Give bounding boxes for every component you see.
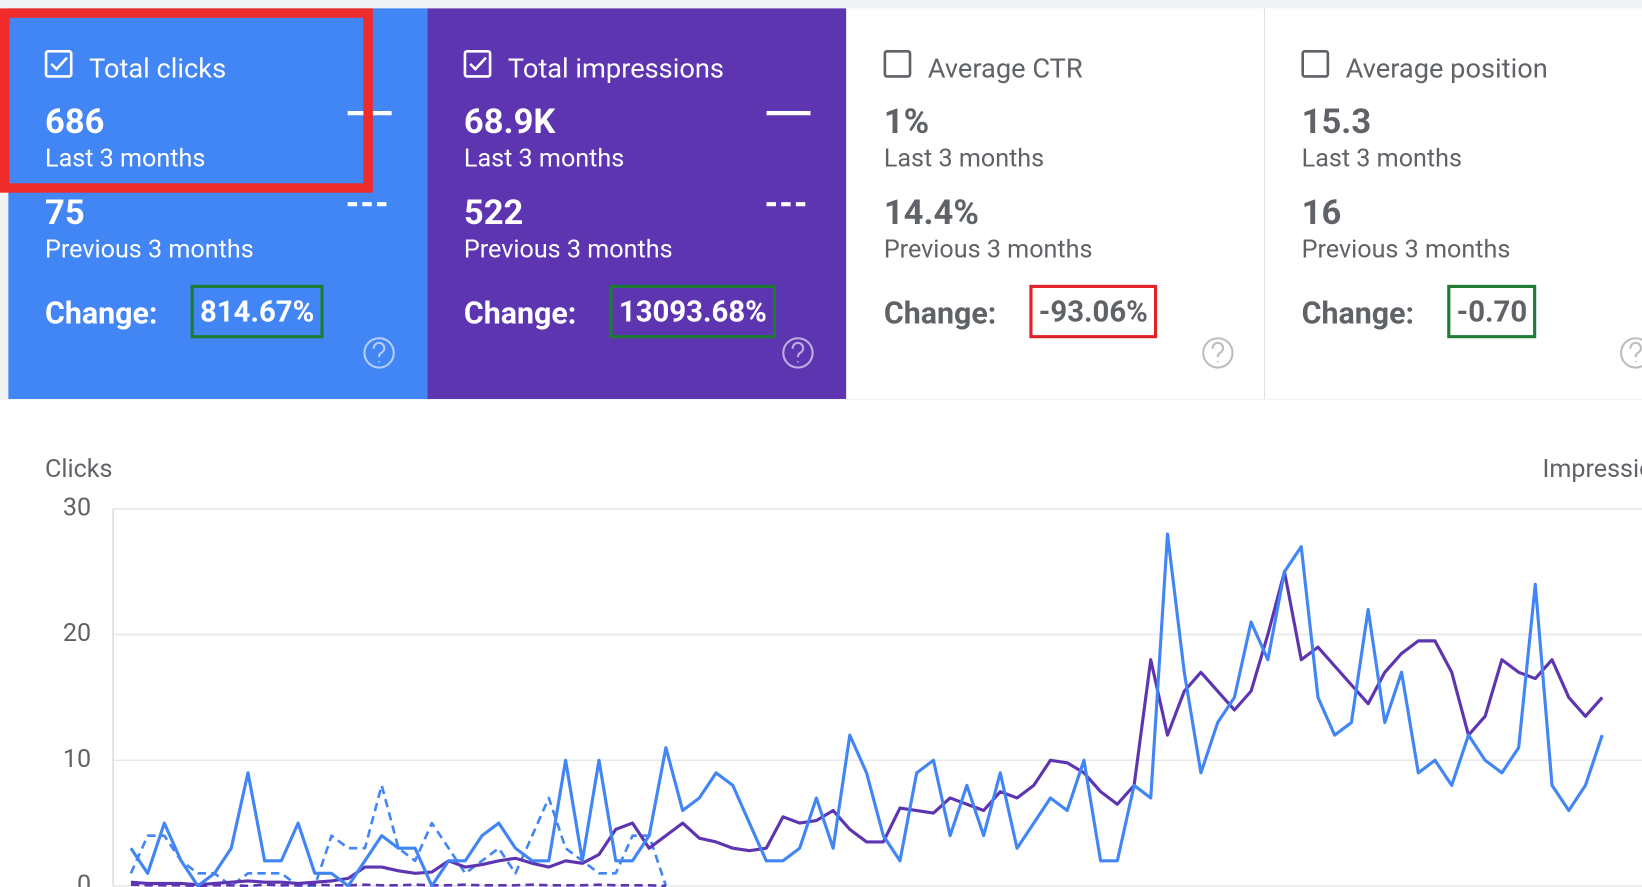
chart-background: [0, 400, 1642, 887]
metric-card[interactable]: Average CTR 1% Last 3 months 14.4% Previous …: [846, 8, 1264, 399]
card-title: Total impressions: [507, 53, 724, 85]
card-value: 15.3: [1301, 101, 1372, 143]
card-icons: [463, 50, 814, 369]
card-value: 68.9K: [463, 101, 556, 143]
change-value: -0.70: [1447, 284, 1537, 339]
card-icons: [883, 50, 1234, 369]
help-icon: [1620, 337, 1642, 369]
card-prev-period: Previous 3 months: [45, 234, 254, 264]
y-tick-label: 10: [63, 745, 91, 774]
checkbox: [1301, 50, 1330, 78]
help-icon: [363, 337, 395, 369]
metric-card[interactable]: Average position 15.3 Last 3 months 16 Previ…: [1263, 8, 1642, 399]
y2-axis-title: Impressions: [1543, 455, 1642, 484]
change-value: 13093.68%: [609, 284, 777, 339]
card-period: Last 3 months: [45, 143, 206, 173]
change-value: 814.67%: [190, 284, 324, 339]
card-title: Average position: [1345, 53, 1548, 85]
card-value: 1%: [883, 101, 930, 143]
card-prev-value: 75: [45, 192, 85, 234]
checkbox: [44, 50, 73, 78]
help-icon: [1202, 337, 1234, 369]
card-title: Average CTR: [927, 53, 1083, 85]
metric-card[interactable]: Total clicks 686 Last 3 months 75 Previous 3…: [8, 8, 428, 399]
card-period: Last 3 months: [463, 143, 625, 173]
checkbox: [463, 50, 492, 78]
help-glyph: [372, 341, 386, 363]
change-label: Change:: [1301, 296, 1415, 332]
card-icons: [44, 50, 395, 369]
card-prev-value: 14.4%: [883, 192, 979, 234]
card-prev-value: 522: [463, 192, 524, 234]
card-prev-period: Previous 3 months: [883, 234, 1093, 264]
y-tick-label: 20: [63, 619, 91, 648]
clicks-line: [129, 532, 1604, 887]
help-glyph: [1211, 341, 1225, 363]
card-period: Last 3 months: [1301, 143, 1462, 173]
impressions-line: [130, 883, 666, 887]
help-icon: [782, 337, 814, 369]
help-glyph: [791, 341, 805, 363]
checkmark: [50, 56, 68, 72]
card-period: Last 3 months: [883, 143, 1045, 173]
help-glyph: [1629, 341, 1642, 363]
change-label: Change:: [883, 296, 997, 332]
card-icons: [1301, 50, 1642, 369]
performance-chart: Clicks Impressions 0 10 20 30: [0, 400, 1642, 887]
card-value: 686: [45, 101, 105, 143]
change-value: -93.06%: [1029, 284, 1158, 339]
y-axis-title: Clicks: [45, 455, 112, 484]
y-tick-label: 30: [63, 494, 91, 523]
y-tick-label: 0: [77, 871, 91, 887]
highlight-box: [0, 8, 373, 193]
card-prev-value: 16: [1301, 192, 1342, 234]
card-title: Total clicks: [89, 53, 227, 85]
card-prev-period: Previous 3 months: [463, 234, 673, 264]
change-label: Change:: [45, 296, 158, 332]
checkmark: [469, 56, 487, 72]
card-prev-period: Previous 3 months: [1301, 234, 1511, 264]
change-label: Change:: [463, 296, 577, 332]
metric-card[interactable]: Total impressions 68.9K Last 3 months 522 Pr…: [427, 8, 847, 399]
checkbox: [883, 50, 912, 78]
